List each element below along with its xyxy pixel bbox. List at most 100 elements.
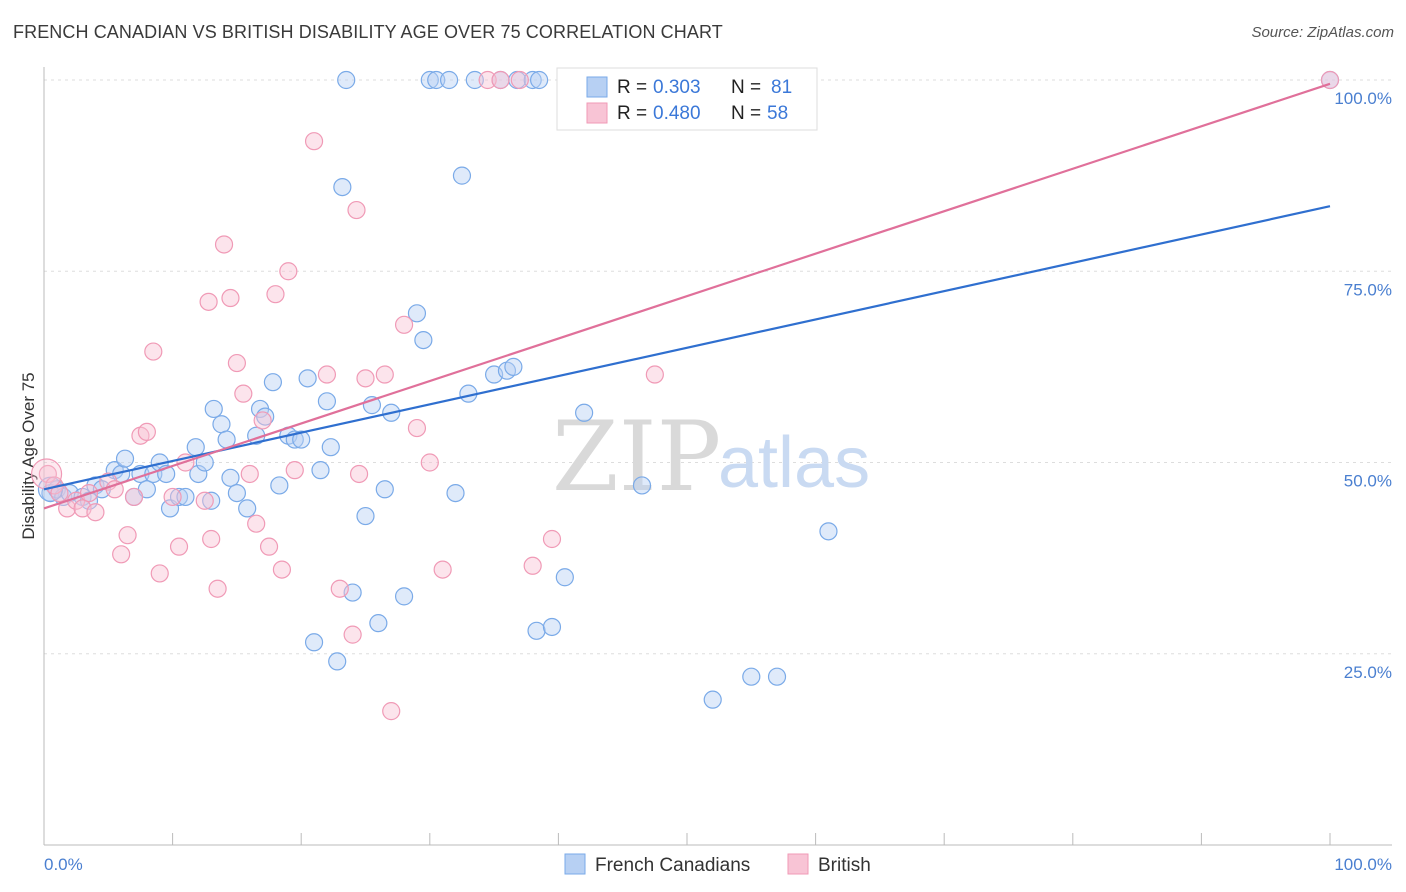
legend-n-label-blue: N =: [731, 77, 761, 98]
data-point-blue-24: [204, 399, 223, 419]
y-axis-tick-labels: 25.0% 50.0% 75.0% 100.0%: [1334, 89, 1392, 682]
data-point-pink-36: [304, 132, 324, 151]
data-point-blue-50: [375, 480, 394, 499]
y-tick-label-25: 25.0%: [1344, 663, 1392, 682]
data-point-pink-24: [214, 235, 234, 254]
data-point-pink-17: [163, 487, 182, 507]
data-point-blue-29: [238, 499, 257, 518]
data-point-blue-47: [356, 506, 375, 526]
data-point-blue-52: [394, 587, 414, 606]
data-point-pink-41: [349, 464, 369, 484]
x-tick-label-min: 0.0%: [44, 855, 83, 874]
data-point-pink-42: [356, 369, 375, 388]
data-point-pink-52: [523, 556, 542, 575]
gridlines: [44, 79, 1392, 655]
trend-line-blue: [43, 205, 1331, 491]
data-point-pink-11: [118, 526, 137, 545]
data-point-pink-27: [234, 384, 253, 403]
data-point-blue-34: [270, 476, 289, 495]
data-point-pink-45: [394, 315, 414, 334]
data-point-blue-57: [439, 70, 459, 90]
data-point-pink-46: [407, 418, 427, 438]
data-point-pink-16: [150, 564, 169, 583]
data-point-blue-65: [504, 357, 523, 376]
legend-swatch-blue: [586, 76, 608, 98]
y-tick-label-50: 50.0%: [1344, 472, 1392, 491]
legend-r-value-pink: 0.480: [653, 103, 701, 124]
data-point-blue-18: [169, 487, 189, 507]
data-point-blue-53: [407, 304, 427, 323]
data-point-pink-0: [38, 464, 57, 484]
data-point-pink-35: [285, 461, 304, 480]
data-point-pink-7: [86, 503, 105, 522]
data-point-pink-20: [195, 491, 214, 510]
legend-n-value-blue: 81: [771, 77, 792, 98]
series-legend-label-french-canadians: French Canadians: [595, 855, 750, 876]
y-tick-label-100: 100.0%: [1334, 89, 1392, 108]
legend-n-value-pink: 58: [767, 103, 788, 124]
y-axis-label: Disability Age Over 75: [19, 372, 38, 539]
data-point-blue-25: [212, 415, 231, 434]
data-point-blue-21: [189, 464, 208, 484]
legend-n-label-pink: N =: [731, 103, 761, 124]
data-point-blue-41: [317, 392, 337, 411]
watermark-atlas: atlas: [718, 423, 870, 503]
data-point-pink-10: [112, 545, 131, 564]
data-point-blue-49: [369, 614, 388, 633]
data-point-blue-77: [819, 522, 838, 541]
stats-legend: R = 0.303 N = 81 R = 0.480 N = 58: [556, 67, 818, 131]
data-point-pink-22: [202, 529, 221, 549]
data-point-pink-55: [645, 365, 664, 384]
series-french-canadians: [37, 70, 1340, 709]
data-point-blue-61: [465, 70, 484, 90]
data-point-pink-44: [382, 702, 401, 721]
data-point-blue-23: [202, 491, 221, 510]
data-point-pink-51: [510, 70, 529, 90]
trend-lines: [43, 82, 1331, 510]
data-point-pink-33: [272, 560, 292, 579]
data-point-pink-21: [199, 292, 218, 311]
data-point-pink-50: [491, 70, 510, 90]
data-point-pink-9: [105, 480, 124, 499]
data-point-blue-40: [311, 461, 330, 480]
legend-r-value-blue: 0.303: [653, 77, 701, 98]
data-point-pink-15: [144, 342, 163, 361]
data-point-pink-48: [433, 560, 452, 579]
data-point-blue-42: [321, 438, 340, 457]
chart-title: FRENCH CANADIAN VS BRITISH DISABILITY AG…: [13, 22, 723, 42]
data-point-pink-53: [542, 529, 562, 549]
legend-r-label-pink: R =: [617, 103, 647, 124]
data-point-pink-28: [240, 464, 259, 484]
data-point-pink-14: [137, 422, 156, 441]
data-point-pink-23: [208, 579, 227, 598]
data-point-blue-56: [427, 70, 446, 90]
data-point-pink-39: [343, 625, 362, 644]
data-point-blue-72: [575, 403, 594, 422]
watermark: ZIP atlas: [552, 401, 870, 513]
data-point-blue-54: [414, 331, 433, 350]
x-axis-ticks: [43, 833, 1331, 845]
axes: [43, 67, 1392, 846]
data-point-blue-44: [333, 178, 352, 197]
data-point-pink-18: [169, 537, 189, 556]
series-legend-swatch-british: [787, 853, 809, 875]
data-point-blue-37: [292, 430, 311, 449]
y-tick-label-75: 75.0%: [1344, 280, 1392, 299]
data-point-pink-halo: [30, 458, 63, 490]
data-point-blue-38: [298, 369, 317, 388]
series-british: [30, 70, 1340, 721]
data-point-blue-68: [527, 621, 546, 640]
legend-swatch-pink: [586, 102, 608, 124]
data-point-blue-33: [263, 373, 283, 392]
data-point-pink-47: [420, 453, 439, 472]
data-point-pink-43: [375, 365, 394, 384]
data-point-blue-75: [742, 667, 761, 686]
data-point-pink-30: [253, 411, 272, 430]
data-point-pink-38: [330, 579, 349, 598]
data-point-blue-76: [767, 667, 787, 686]
data-point-blue-71: [555, 568, 574, 587]
data-point-blue-43: [328, 652, 347, 671]
series-legend: French Canadians British: [564, 853, 871, 876]
data-point-pink-32: [266, 285, 285, 304]
